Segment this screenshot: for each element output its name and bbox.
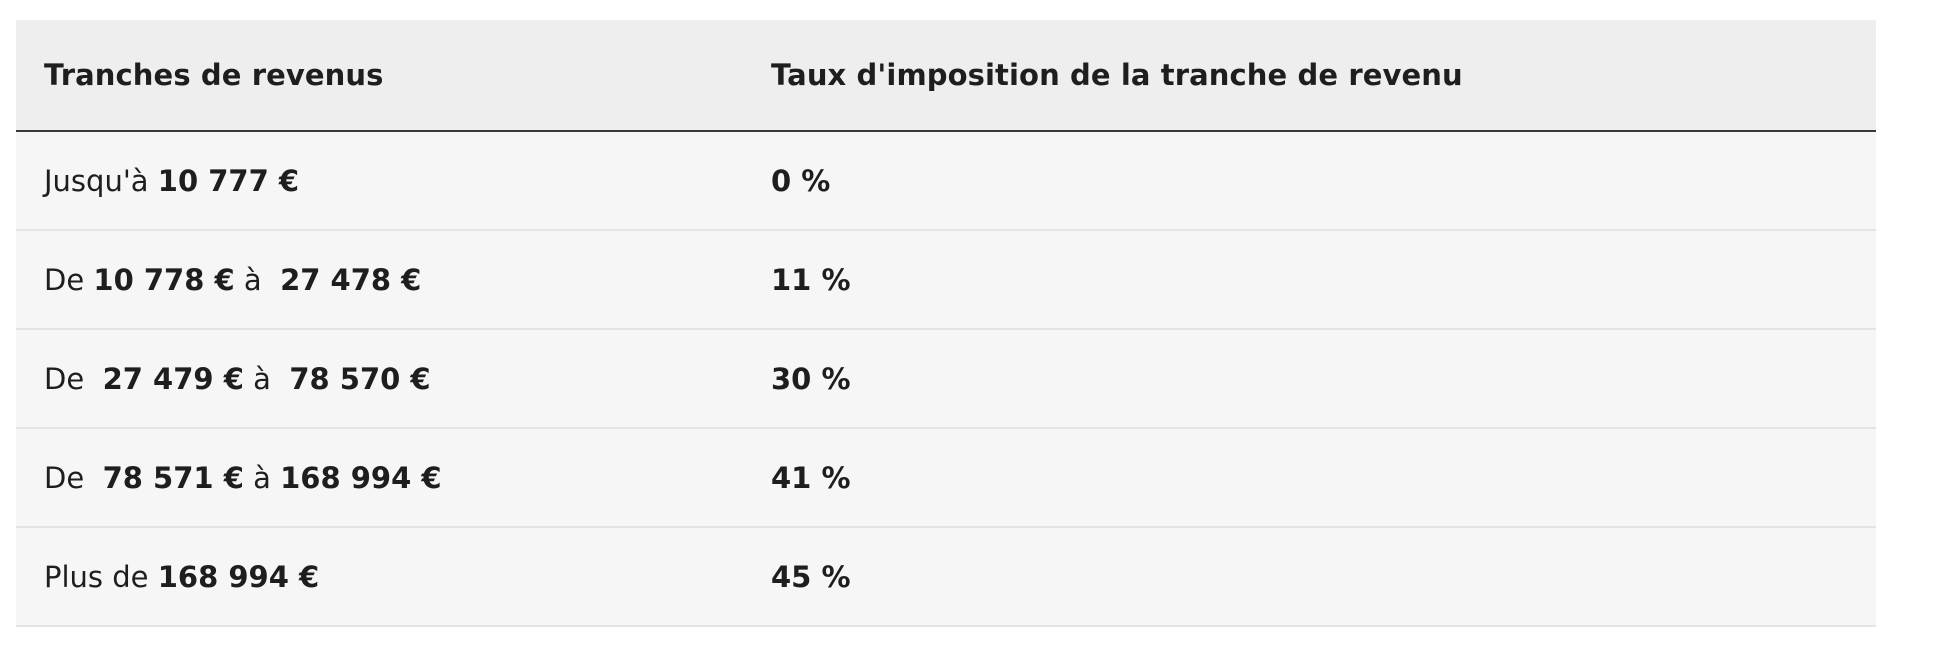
bracket-cell: Plus de 168 994 € (16, 527, 743, 627)
table-body: Jusqu'à 10 777 € 0 % De 10 778 € à 27 47… (16, 131, 1876, 627)
bracket-connector: à (243, 460, 281, 495)
bracket-cell: De 10 778 € à 27 478 € (16, 230, 743, 330)
bracket-prefix: De (44, 460, 103, 495)
rate-cell: 45 % (743, 527, 1876, 627)
bracket-from-amount: 27 479 € (102, 361, 244, 396)
bracket-from-amount: 168 994 € (157, 559, 320, 594)
table-row: De 10 778 € à 27 478 € 11 % (16, 230, 1876, 330)
bracket-to-amount: 168 994 € (280, 460, 442, 495)
table-header: Tranches de revenus Taux d'imposition de… (16, 20, 1876, 132)
tax-bracket-table: Tranches de revenus Taux d'imposition de… (16, 20, 1876, 627)
bracket-connector: à (243, 361, 290, 396)
table-row: Jusqu'à 10 777 € 0 % (16, 131, 1876, 231)
bracket-cell: De 78 571 € à 168 994 € (16, 428, 743, 528)
header-income-brackets: Tranches de revenus (16, 20, 743, 132)
bracket-prefix: De (44, 262, 94, 297)
table-row: De 27 479 € à 78 570 € 30 % (16, 329, 1876, 429)
bracket-to-amount: 78 570 € (289, 361, 431, 396)
header-row: Tranches de revenus Taux d'imposition de… (16, 20, 1876, 132)
bracket-from-amount: 10 777 € (157, 163, 300, 198)
rate-cell: 11 % (743, 230, 1876, 330)
bracket-from-amount: 10 778 € (93, 262, 235, 297)
rate-cell: 0 % (743, 131, 1876, 231)
bracket-from-amount: 78 571 € (102, 460, 244, 495)
rate-cell: 30 % (743, 329, 1876, 429)
bracket-cell: Jusqu'à 10 777 € (16, 131, 743, 231)
bracket-prefix: Jusqu'à (44, 163, 158, 198)
bracket-prefix: Plus de (44, 559, 158, 594)
bracket-prefix: De (44, 361, 103, 396)
bracket-to-amount: 27 478 € (280, 262, 422, 297)
bracket-cell: De 27 479 € à 78 570 € (16, 329, 743, 429)
table-row: Plus de 168 994 € 45 % (16, 527, 1876, 627)
rate-cell: 41 % (743, 428, 1876, 528)
bracket-connector: à (234, 262, 281, 297)
table-row: De 78 571 € à 168 994 € 41 % (16, 428, 1876, 528)
header-tax-rate: Taux d'imposition de la tranche de reven… (743, 20, 1876, 132)
